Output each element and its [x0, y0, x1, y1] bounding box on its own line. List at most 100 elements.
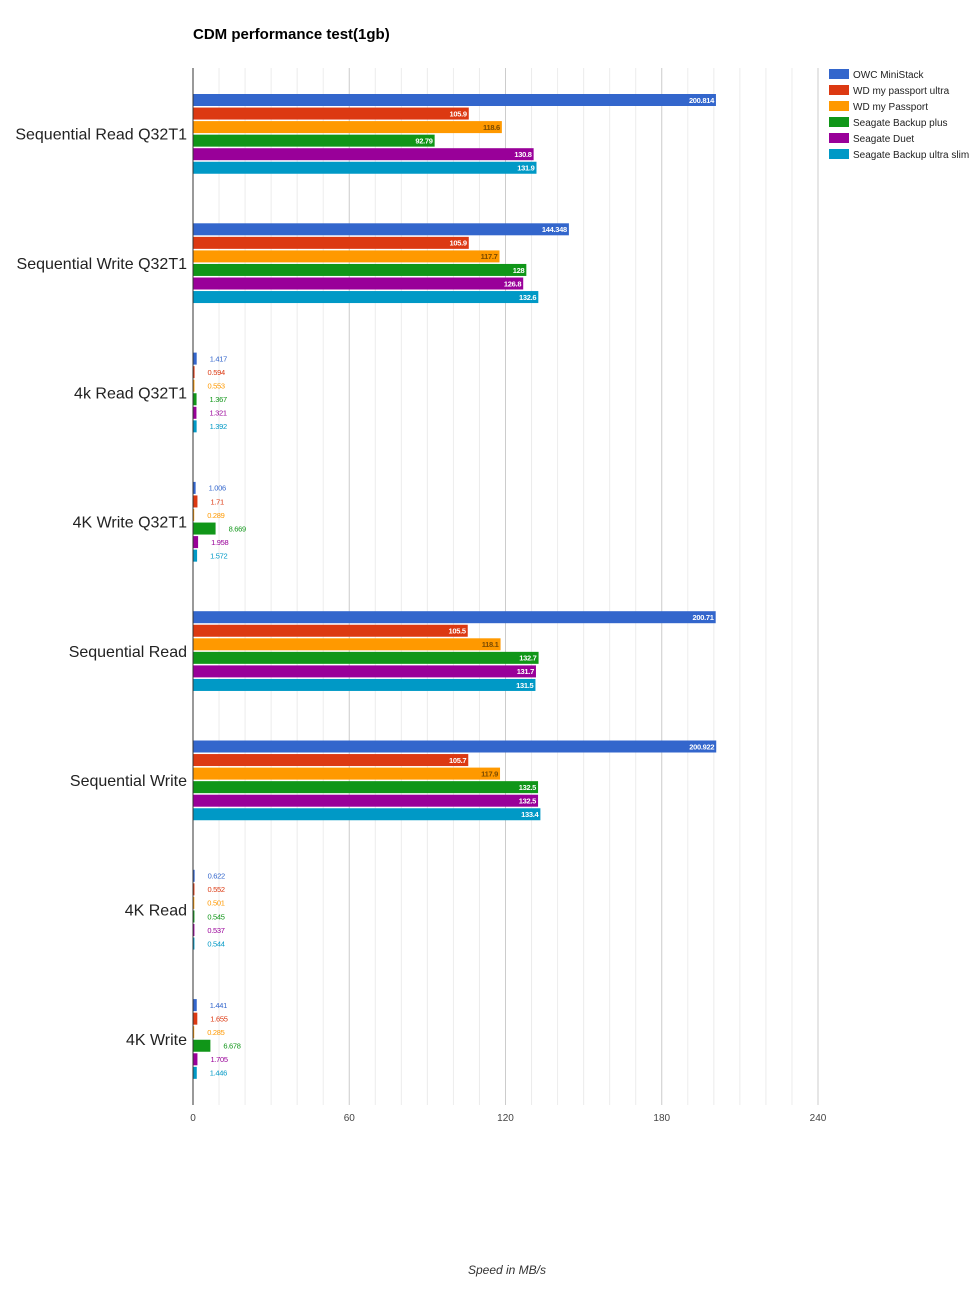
bar-seagate-duet-sequential-write[interactable]: [193, 794, 539, 807]
bar-value-label: 92.79: [415, 136, 432, 145]
bar-seagate-backup-plus-sequential-read[interactable]: [193, 651, 539, 664]
bar-seagate-backup-plus-4k-write-q32t1[interactable]: [193, 522, 216, 535]
legend-item-owc-ministack[interactable]: OWC MiniStack: [829, 69, 925, 81]
bar-wd-my-passport-ultra-sequential-read-q32t1[interactable]: [193, 107, 469, 120]
bar-value-label: 128: [513, 266, 525, 275]
bar-value-label: 0.545: [207, 912, 224, 921]
bar-seagate-duet-sequential-write-q32t1[interactable]: [193, 277, 524, 290]
bar-value-label: 1.572: [210, 551, 227, 560]
bar-value-label: 1.392: [210, 422, 227, 431]
bar-value-label: 0.544: [207, 939, 224, 948]
bar-seagate-backup-ultra-slim-sequential-write-q32t1[interactable]: [193, 291, 539, 304]
bar-seagate-backup-plus-4k-read-q32t1[interactable]: [193, 393, 197, 406]
bars-layer: [193, 94, 717, 1079]
bar-value-label: 105.9: [450, 109, 467, 118]
bar-wd-my-passport-ultra-4k-write-q32t1[interactable]: [193, 495, 198, 508]
bar-owc-ministack-sequential-read[interactable]: [193, 611, 716, 624]
bar-value-label: 144.348: [542, 225, 567, 234]
bar-seagate-backup-ultra-slim-4k-read[interactable]: [193, 937, 195, 950]
bar-owc-ministack-4k-write-q32t1[interactable]: [193, 481, 196, 494]
bar-wd-my-passport-4k-write[interactable]: [193, 1026, 195, 1039]
bar-value-label: 132.7: [519, 654, 536, 663]
bar-seagate-backup-plus-sequential-write-q32t1[interactable]: [193, 263, 527, 276]
legend-swatch: [829, 101, 849, 111]
category-label-4k-read: 4K Read: [125, 902, 187, 919]
bar-wd-my-passport-4k-read[interactable]: [193, 896, 195, 909]
category-label-4k-write: 4K Write: [126, 1032, 187, 1049]
legend-label: Seagate Duet: [853, 134, 914, 145]
x-axis-label: Speed in MB/s: [468, 1263, 546, 1277]
legend-swatch: [829, 133, 849, 143]
bar-seagate-backup-ultra-slim-4k-write[interactable]: [193, 1066, 197, 1079]
bar-value-label: 1.321: [209, 409, 226, 418]
bar-owc-ministack-sequential-write-q32t1[interactable]: [193, 223, 569, 236]
bar-value-label: 130.8: [514, 150, 531, 159]
bar-owc-ministack-sequential-write[interactable]: [193, 740, 717, 753]
bar-wd-my-passport-ultra-sequential-write[interactable]: [193, 754, 469, 767]
bar-seagate-backup-ultra-slim-sequential-read-q32t1[interactable]: [193, 161, 537, 174]
bar-value-label: 1.367: [210, 395, 227, 404]
bar-seagate-backup-plus-sequential-read-q32t1[interactable]: [193, 134, 435, 147]
bar-seagate-backup-ultra-slim-sequential-write[interactable]: [193, 808, 541, 821]
bar-value-label: 0.553: [207, 382, 224, 391]
bar-value-label: 133.4: [521, 810, 539, 819]
bar-seagate-duet-sequential-read[interactable]: [193, 665, 536, 678]
bar-value-label: 132.5: [519, 797, 536, 806]
bar-seagate-duet-4k-read[interactable]: [193, 924, 195, 936]
bar-wd-my-passport-ultra-sequential-read[interactable]: [193, 624, 468, 637]
legend-item-seagate-backup-ultra-slim[interactable]: Seagate Backup ultra slim: [829, 149, 969, 161]
bar-value-label: 200.814: [689, 96, 715, 105]
bar-seagate-duet-sequential-read-q32t1[interactable]: [193, 148, 534, 161]
bar-wd-my-passport-ultra-4k-read-q32t1[interactable]: [193, 366, 195, 379]
bar-wd-my-passport-sequential-write[interactable]: [193, 767, 501, 780]
bar-value-label: 0.289: [207, 511, 224, 520]
bar-seagate-duet-4k-write-q32t1[interactable]: [193, 536, 199, 549]
bar-owc-ministack-4k-read-q32t1[interactable]: [193, 352, 197, 365]
bar-value-label: 105.7: [449, 756, 466, 765]
bar-owc-ministack-4k-read[interactable]: [193, 869, 195, 882]
bar-seagate-backup-ultra-slim-4k-read-q32t1[interactable]: [193, 420, 197, 433]
bar-value-label: 0.537: [207, 926, 224, 935]
bar-value-label: 132.5: [519, 783, 536, 792]
bar-seagate-duet-4k-write[interactable]: [193, 1053, 198, 1066]
bar-seagate-backup-ultra-slim-4k-write-q32t1[interactable]: [193, 549, 198, 562]
bar-owc-ministack-sequential-read-q32t1[interactable]: [193, 94, 716, 106]
bar-wd-my-passport-ultra-sequential-write-q32t1[interactable]: [193, 236, 469, 249]
bar-value-label: 1.446: [210, 1069, 227, 1078]
bar-wd-my-passport-sequential-read-q32t1[interactable]: [193, 121, 502, 134]
bar-seagate-backup-plus-sequential-write[interactable]: [193, 781, 539, 794]
legend-label: WD my passport ultra: [853, 86, 950, 97]
bar-value-label: 0.552: [207, 885, 224, 894]
bar-wd-my-passport-ultra-4k-write[interactable]: [193, 1012, 198, 1025]
bar-value-label: 1.441: [210, 1001, 227, 1010]
bar-value-label: 6.678: [223, 1042, 240, 1051]
legend-item-seagate-backup-plus[interactable]: Seagate Backup plus: [829, 117, 948, 129]
bar-value-label: 0.501: [207, 899, 224, 908]
bar-wd-my-passport-sequential-read[interactable]: [193, 638, 501, 651]
bar-seagate-backup-ultra-slim-sequential-read[interactable]: [193, 678, 536, 691]
bar-wd-my-passport-4k-write-q32t1[interactable]: [193, 509, 195, 521]
bar-labels-layer: 200.814 144.348 1.417 1.006 200.71 200.922 0.6…: [207, 96, 715, 1078]
bar-wd-my-passport-sequential-write-q32t1[interactable]: [193, 250, 500, 263]
bar-owc-ministack-4k-write[interactable]: [193, 999, 197, 1012]
legend-item-wd-my-passport[interactable]: WD my Passport: [829, 101, 928, 113]
legend-swatch: [829, 149, 849, 159]
bar-wd-my-passport-ultra-4k-read[interactable]: [193, 883, 195, 896]
legend-item-wd-my-passport-ultra[interactable]: WD my passport ultra: [829, 85, 950, 97]
bar-value-label: 1.417: [210, 354, 227, 363]
bar-value-label: 0.594: [208, 368, 225, 377]
bar-seagate-duet-4k-read-q32t1[interactable]: [193, 406, 197, 419]
bar-seagate-backup-plus-4k-write[interactable]: [193, 1039, 211, 1052]
legend-swatch: [829, 117, 849, 127]
legend[interactable]: OWC MiniStack WD my passport ultra WD my P…: [829, 69, 969, 161]
bar-value-label: 0.285: [207, 1028, 224, 1037]
bar-value-label: 105.9: [450, 239, 467, 248]
bar-seagate-backup-plus-4k-read[interactable]: [193, 910, 195, 923]
bar-value-label: 200.922: [689, 742, 714, 751]
legend-item-seagate-duet[interactable]: Seagate Duet: [829, 133, 914, 145]
bar-wd-my-passport-4k-read-q32t1[interactable]: [193, 379, 195, 392]
legend-label: Seagate Backup plus: [853, 118, 948, 129]
bar-value-label: 105.5: [448, 627, 465, 636]
bar-value-label: 117.9: [481, 769, 498, 778]
category-label-sequential-write-q32t1: Sequential Write Q32T1: [17, 256, 188, 273]
